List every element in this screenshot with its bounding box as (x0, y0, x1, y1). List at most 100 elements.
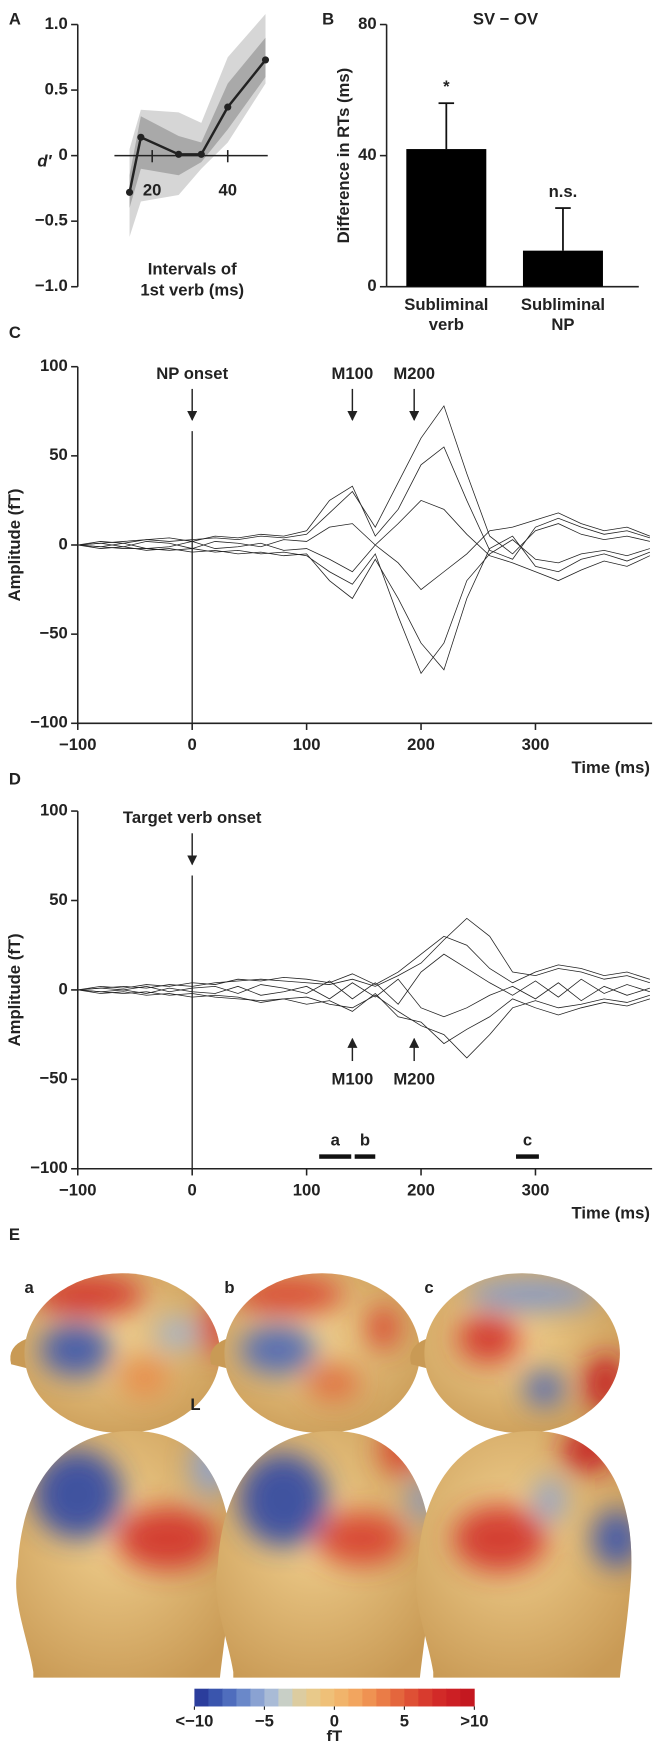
window-label: b (360, 1130, 370, 1149)
field-blob (453, 1505, 547, 1573)
field-blob (592, 1509, 632, 1568)
data-line (77, 917, 651, 991)
colorbar-step (432, 1688, 447, 1707)
data-line (77, 953, 651, 1005)
field-blob (39, 1323, 112, 1377)
y-axis-label: Amplitude (fT) (5, 933, 24, 1046)
annotation: M200 (393, 1069, 435, 1088)
topomap (457, 1278, 620, 1413)
field-blob (466, 1278, 600, 1310)
y-tick-label: 0 (59, 979, 68, 998)
panel-letter: D (9, 769, 21, 788)
map-label: c (424, 1278, 433, 1297)
data-line (77, 935, 651, 991)
significance-label: * (443, 77, 450, 96)
x-tick-label: 0 (188, 1180, 197, 1199)
head-top (424, 1273, 620, 1434)
x-tick-label: 300 (522, 735, 550, 754)
x-axis-label: Time (ms) (572, 758, 650, 777)
y-tick-label: 50 (49, 890, 68, 909)
panel-letter: C (9, 323, 21, 342)
topomap (233, 1276, 399, 1401)
map-label: a (24, 1278, 34, 1297)
time-window (516, 1154, 539, 1159)
blobs (457, 1278, 620, 1413)
nose (410, 1338, 429, 1369)
y-tick-label: −100 (30, 1158, 68, 1177)
field-blob (457, 1314, 520, 1364)
x-axis-label: Intervals of (148, 259, 237, 278)
y-tick-label: 0 (59, 145, 68, 164)
field-blob (116, 1507, 217, 1570)
x-tick-label: Subliminal (404, 295, 488, 314)
colorbar-step (236, 1688, 251, 1707)
x-tick-label: 300 (522, 1180, 550, 1199)
data-line (77, 499, 651, 582)
x-tick-label: −100 (59, 1180, 97, 1199)
field-blob (534, 1477, 566, 1523)
colorbar-step (250, 1688, 265, 1707)
colorbar-step (446, 1688, 461, 1707)
colorbar-step (292, 1688, 307, 1707)
colorbar-title: fT (327, 1727, 343, 1741)
x-tick-label: verb (429, 315, 464, 334)
field-blob (524, 1370, 565, 1407)
head-top (224, 1273, 420, 1434)
data-point (197, 150, 205, 158)
map-label: b (224, 1278, 234, 1297)
annotation: NP onset (156, 364, 228, 383)
field-blob (316, 1512, 406, 1566)
data-line (77, 978, 651, 1018)
data-line (128, 59, 267, 193)
field-blob (562, 1430, 616, 1473)
colorbar-step (194, 1688, 209, 1707)
field-blob (379, 1430, 420, 1475)
field-blob (155, 1317, 200, 1349)
colorbar-step (390, 1688, 405, 1707)
x-axis-label: Time (ms) (572, 1204, 650, 1223)
y-tick-label: 0.5 (45, 79, 68, 98)
colorbar-step (306, 1688, 321, 1707)
y-axis-label: d′ (37, 152, 52, 171)
y-tick-label: −100 (30, 713, 68, 732)
window-label: a (331, 1130, 341, 1149)
significance-label: n.s. (549, 182, 578, 201)
colorbar-step (348, 1688, 363, 1707)
y-tick-label: −0.5 (35, 211, 68, 230)
y-tick-label: 0 (59, 534, 68, 553)
time-window (319, 1154, 352, 1159)
data-line (77, 535, 651, 671)
y-tick-label: 50 (49, 445, 68, 464)
data-point (175, 150, 183, 158)
field-blob (191, 1437, 232, 1496)
field-blob (306, 1365, 360, 1401)
data-point (137, 133, 145, 141)
colorbar-step (222, 1688, 237, 1707)
blobs (233, 1276, 399, 1401)
colorbar-step (376, 1688, 391, 1707)
nose (10, 1338, 29, 1369)
field-blob (119, 1357, 169, 1398)
y-tick-label: 80 (358, 14, 377, 33)
y-tick-label: 100 (40, 800, 68, 819)
x-tick-label: 100 (293, 735, 321, 754)
y-tick-label: −1.0 (35, 276, 68, 295)
chart-title: SV − OV (473, 9, 538, 28)
colorbar-step (460, 1688, 475, 1707)
panel-letter: A (9, 9, 21, 28)
y-axis-label: Difference in RTs (ms) (334, 68, 353, 244)
confidence-band (129, 14, 266, 237)
colorbar-step (278, 1688, 293, 1707)
colorbar-label: 0 (330, 1711, 339, 1730)
x-tick-label: −100 (59, 735, 97, 754)
colorbar-step (264, 1688, 279, 1707)
x-tick-label: 0 (188, 735, 197, 754)
colorbar-label: >10 (460, 1711, 488, 1730)
data-point (224, 103, 232, 111)
data-point (261, 56, 270, 64)
field-blob (238, 1453, 328, 1547)
confidence-band (129, 37, 266, 209)
colorbar-step (320, 1688, 335, 1707)
x-tick-label: 20 (143, 181, 162, 200)
